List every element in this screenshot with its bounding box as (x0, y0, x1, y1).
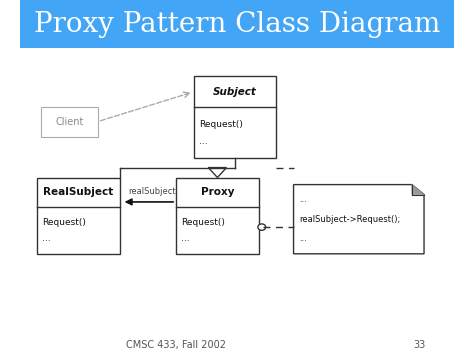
Circle shape (258, 224, 266, 230)
FancyBboxPatch shape (37, 178, 119, 254)
Polygon shape (412, 185, 424, 195)
Text: realSubject->Request();: realSubject->Request(); (299, 215, 400, 224)
Text: Request(): Request() (182, 218, 225, 227)
Text: ...: ... (42, 234, 51, 242)
Polygon shape (293, 185, 424, 254)
FancyBboxPatch shape (176, 178, 259, 254)
Text: ...: ... (299, 234, 307, 243)
Text: RealSubject: RealSubject (43, 187, 113, 197)
Text: realSubject: realSubject (128, 186, 176, 196)
Text: ...: ... (299, 195, 307, 204)
Text: 33: 33 (413, 340, 426, 350)
FancyBboxPatch shape (41, 106, 98, 137)
Text: Proxy: Proxy (201, 187, 234, 197)
Text: Request(): Request() (42, 218, 86, 227)
Text: Proxy Pattern Class Diagram: Proxy Pattern Class Diagram (34, 11, 440, 38)
Text: Request(): Request() (199, 120, 243, 129)
FancyBboxPatch shape (193, 76, 276, 158)
FancyBboxPatch shape (19, 0, 455, 48)
Text: CMSC 433, Fall 2002: CMSC 433, Fall 2002 (126, 340, 226, 350)
Polygon shape (208, 168, 227, 178)
Text: Client: Client (55, 116, 84, 127)
Text: Subject: Subject (213, 87, 257, 97)
Text: ...: ... (182, 234, 190, 242)
Text: ...: ... (199, 137, 207, 146)
